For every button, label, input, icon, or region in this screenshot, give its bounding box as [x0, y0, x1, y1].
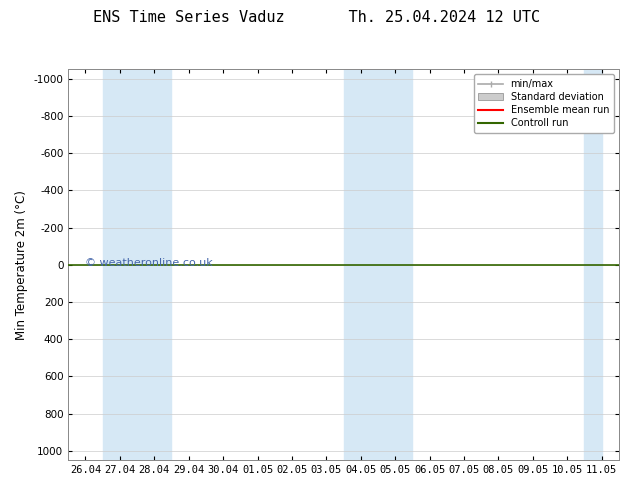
- Text: © weatheronline.co.uk: © weatheronline.co.uk: [85, 258, 212, 268]
- Bar: [344, 70, 412, 460]
- Bar: [103, 70, 172, 460]
- Text: ENS Time Series Vaduz       Th. 25.04.2024 12 UTC: ENS Time Series Vaduz Th. 25.04.2024 12 …: [93, 10, 541, 25]
- Legend: min/max, Standard deviation, Ensemble mean run, Controll run: min/max, Standard deviation, Ensemble me…: [474, 74, 614, 133]
- Bar: [585, 70, 602, 460]
- Y-axis label: Min Temperature 2m (°C): Min Temperature 2m (°C): [15, 190, 28, 340]
